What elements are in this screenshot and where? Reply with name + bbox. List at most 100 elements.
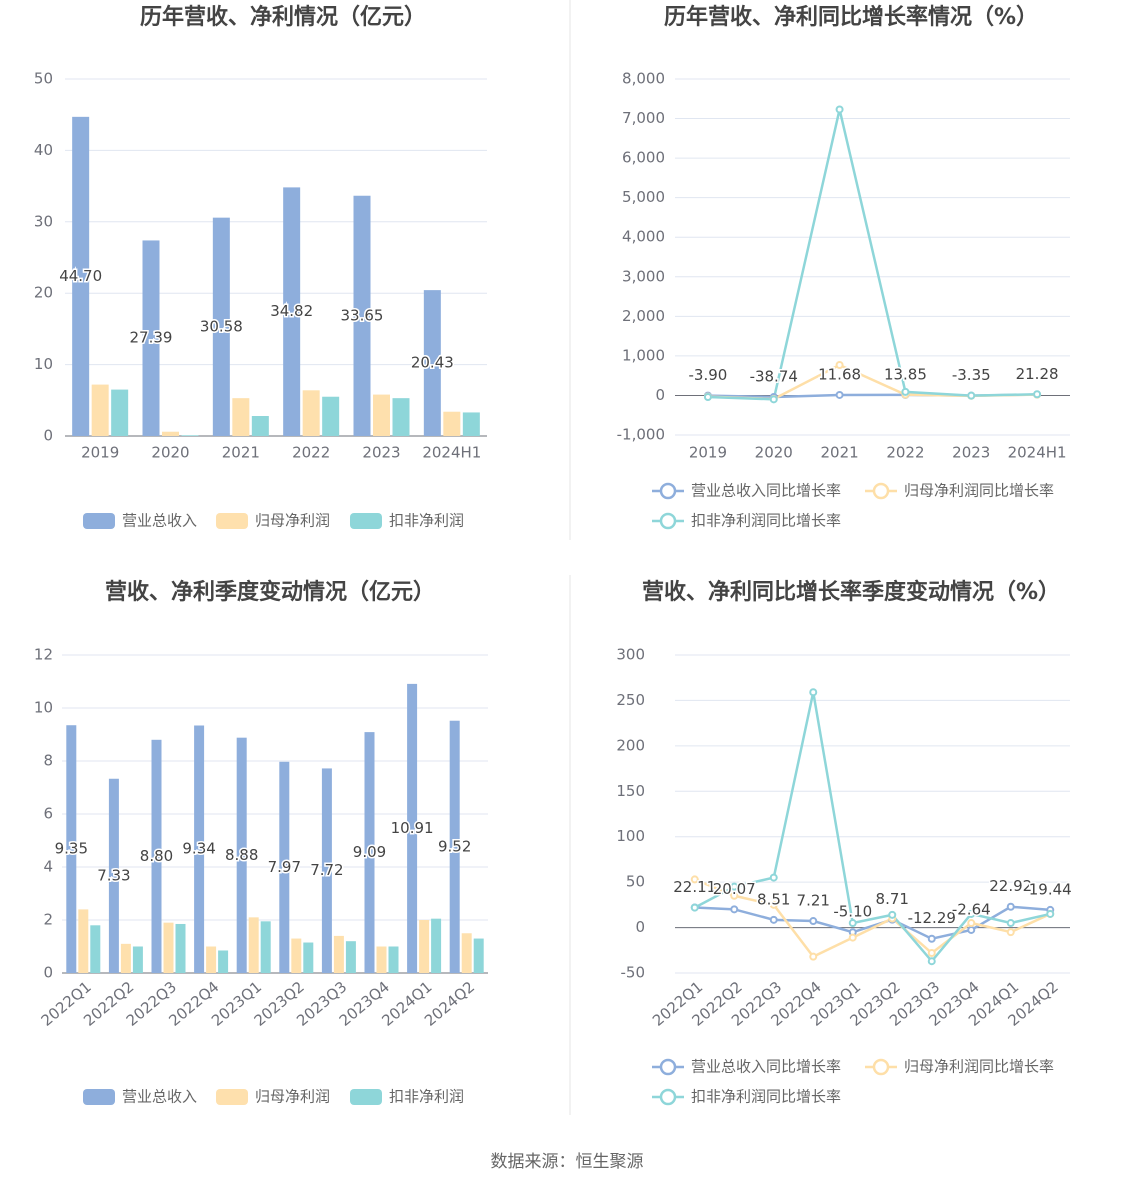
- point: [730, 882, 739, 891]
- point: [809, 952, 818, 961]
- data-label: 30.58: [200, 317, 243, 335]
- bar: [364, 732, 375, 973]
- chart-title: 历年营收、净利情况（亿元）: [140, 4, 426, 30]
- data-label: 7.21: [797, 892, 830, 910]
- y-tick-label: 3,000: [622, 267, 665, 285]
- data-label: 34.82: [270, 302, 313, 320]
- bar: [333, 935, 344, 973]
- bar: [251, 416, 269, 436]
- point: [967, 919, 976, 928]
- bar: [461, 933, 472, 973]
- bar: [108, 778, 119, 973]
- bar: [392, 398, 410, 436]
- bar: [248, 917, 259, 973]
- legend-label: 营业总收入: [122, 512, 197, 530]
- point: [690, 903, 699, 912]
- point: [967, 391, 976, 400]
- y-tick-label: 4,000: [622, 228, 665, 246]
- legend-swatch: [872, 1058, 890, 1076]
- data-label: 8.71: [876, 890, 909, 908]
- y-tick-label: 1,000: [622, 346, 665, 364]
- bar: [151, 739, 162, 973]
- x-tick-label: 2024H1: [422, 444, 481, 462]
- bar: [322, 396, 340, 436]
- data-label: 22.11: [673, 878, 716, 896]
- bar: [407, 683, 418, 973]
- point: [848, 933, 857, 942]
- bar: [321, 768, 332, 973]
- bar: [462, 412, 480, 436]
- bar: [431, 918, 442, 973]
- legend-swatch: [83, 513, 115, 529]
- data-label: 8.51: [757, 890, 790, 908]
- point: [967, 909, 976, 918]
- chart-title: 历年营收、净利同比增长率情况（%）: [664, 4, 1038, 30]
- bar: [419, 920, 430, 973]
- data-label: -12.29: [908, 909, 956, 927]
- bar: [236, 737, 247, 973]
- line: [694, 691, 1051, 964]
- legend-label: 归母净利润同比增长率: [904, 1058, 1054, 1076]
- y-tick-label: 0: [43, 964, 53, 982]
- bar: [163, 922, 174, 973]
- legend-swatch: [872, 482, 890, 500]
- y-tick-label: 6,000: [622, 149, 665, 167]
- point: [1046, 909, 1055, 918]
- data-label: -2.64: [952, 900, 991, 918]
- bar: [302, 390, 320, 436]
- point: [848, 919, 857, 928]
- point: [769, 395, 778, 404]
- point: [888, 910, 897, 919]
- point: [809, 917, 818, 926]
- y-tick-label: -1,000: [617, 426, 665, 444]
- legend-label: 扣非净利润同比增长率: [691, 512, 841, 530]
- bar: [303, 942, 314, 973]
- legend-label: 归母净利润: [255, 512, 330, 530]
- point: [835, 105, 844, 114]
- x-tick-label: 2021: [820, 444, 858, 462]
- data-label: 27.39: [130, 329, 173, 347]
- data-label: 44.70: [59, 267, 102, 285]
- point: [1006, 919, 1015, 928]
- source-note: 数据来源：恒生聚源: [491, 1152, 644, 1172]
- bar: [120, 943, 131, 973]
- point: [769, 915, 778, 924]
- data-label: 10.91: [391, 819, 434, 837]
- point: [769, 900, 778, 909]
- bar: [91, 384, 109, 436]
- bar: [78, 909, 89, 973]
- data-label: 7.72: [310, 861, 343, 879]
- y-tick-label: 8,000: [622, 70, 665, 88]
- y-tick-label: 40: [34, 141, 53, 159]
- point: [703, 393, 712, 402]
- bar: [353, 195, 371, 436]
- point: [927, 957, 936, 966]
- data-label: 9.35: [55, 840, 88, 858]
- y-tick-label: 30: [34, 212, 53, 230]
- legend-label: 扣非净利润: [389, 1088, 464, 1106]
- bar: [132, 946, 143, 973]
- y-tick-label: 6: [43, 805, 53, 823]
- data-label: -5.10: [833, 903, 872, 921]
- y-tick-label: 100: [616, 827, 645, 845]
- bar: [260, 921, 271, 973]
- point: [835, 390, 844, 399]
- x-tick-label: 2021: [222, 444, 260, 462]
- bar: [283, 187, 301, 436]
- data-label: 8.80: [140, 847, 173, 865]
- bar: [111, 389, 129, 436]
- bar: [90, 925, 101, 973]
- legend-label: 营业总收入同比增长率: [691, 482, 841, 500]
- y-tick-label: 12: [34, 646, 53, 664]
- y-tick-label: 5,000: [622, 188, 665, 206]
- point: [927, 934, 936, 943]
- y-tick-label: 10: [34, 355, 53, 373]
- x-tick-label: 2019: [81, 444, 119, 462]
- data-label: 9.34: [182, 840, 215, 858]
- data-label: 22.92: [989, 877, 1032, 895]
- y-tick-label: 0: [635, 918, 645, 936]
- bar: [175, 923, 186, 973]
- bar: [423, 290, 441, 436]
- point: [927, 949, 936, 958]
- bar: [291, 938, 302, 973]
